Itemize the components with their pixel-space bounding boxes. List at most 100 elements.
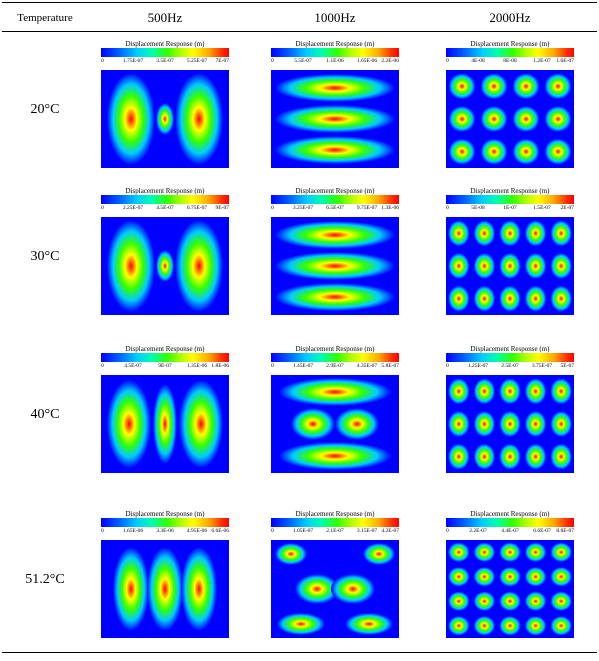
colorbar	[101, 353, 229, 362]
displacement-contour-plot	[101, 217, 229, 315]
displacement-lobe	[473, 591, 496, 612]
displacement-lobe	[550, 378, 572, 405]
displacement-lobe	[275, 74, 395, 102]
colorbar-tick-label: 9.75E-07	[356, 205, 378, 211]
displacement-lobe	[448, 566, 470, 587]
displacement-lobe	[550, 615, 572, 636]
table-bottom-rule	[2, 652, 597, 653]
displacement-lobe	[512, 73, 540, 100]
displacement-lobe	[107, 380, 151, 468]
displacement-contour-plot	[446, 217, 574, 315]
colorbar-tick-label: 6.5E-07	[326, 205, 344, 211]
displacement-contour-plot	[271, 540, 399, 638]
colorbar-tick-label: 1.8E-06	[211, 363, 229, 369]
colorbar-tick-label: 3.3E-06	[156, 528, 174, 534]
displacement-contour-plot	[446, 375, 574, 473]
displacement-lobe	[473, 443, 496, 470]
displacement-lobe	[499, 615, 521, 636]
colorbar-tick-label: 9E-07	[215, 205, 229, 211]
displacement-lobe	[499, 220, 521, 247]
colorbar-tick-label: 0	[101, 58, 104, 64]
displacement-lobe	[275, 105, 395, 133]
colorbar-tick-label: 4.2E-07	[381, 528, 399, 534]
displacement-contour-plot	[271, 375, 399, 473]
colorbar-tick-label: 4.95E-06	[186, 528, 208, 534]
displacement-lobe	[156, 103, 174, 135]
contour-cell: Displacement Response (m) 0 1.05E-07 2.1E-0…	[265, 510, 405, 642]
colorbar-tick-label: 3.15E-07	[356, 528, 378, 534]
displacement-contour-plot	[101, 70, 229, 168]
colorbar-title: Displacement Response (m)	[470, 40, 550, 48]
colorbar-ticks: 0 2.25E-07 4.5E-07 6.75E-07 9E-07	[101, 205, 229, 213]
colorbar-tick-label: 4.4E-07	[501, 528, 519, 534]
displacement-lobe	[499, 443, 521, 470]
colorbar-tick-label: 0	[101, 363, 104, 369]
colorbar-title: Displacement Response (m)	[295, 510, 375, 518]
displacement-lobe	[275, 252, 395, 280]
displacement-lobe	[448, 410, 470, 438]
contour-cell: Displacement Response (m) 0 1.25E-07 2.5E-0…	[440, 345, 580, 477]
colorbar	[446, 195, 574, 204]
colorbar	[101, 518, 229, 527]
contour-cell: Displacement Response (m) 0 1.45E-07 2.9E-0…	[265, 345, 405, 477]
colorbar-tick-label: 0	[271, 58, 274, 64]
displacement-lobe	[473, 542, 496, 563]
displacement-lobe	[480, 105, 508, 133]
colorbar-ticks: 0 1.75E-07 3.5E-07 5.25E-07 7E-07	[101, 58, 229, 66]
colorbar-tick-label: 4.35E-07	[356, 363, 378, 369]
displacement-lobe	[179, 380, 223, 468]
displacement-contour-plot	[271, 70, 399, 168]
displacement-lobe	[291, 408, 335, 440]
colorbar-ticks: 0 1.25E-07 2.5E-07 3.75E-07 5E-07	[446, 363, 574, 371]
displacement-lobe	[363, 543, 395, 565]
colorbar-tick-label: 9E-07	[158, 363, 172, 369]
colorbar	[101, 195, 229, 204]
colorbar-ticks: 0 4.5E-07 9E-07 1.35E-06 1.8E-06	[101, 363, 229, 371]
displacement-lobe	[448, 615, 470, 636]
displacement-lobe	[550, 285, 572, 312]
colorbar-title: Displacement Response (m)	[125, 40, 205, 48]
contour-cell: Displacement Response (m) 0 2.25E-07 4.5E-0…	[95, 187, 235, 319]
colorbar	[271, 353, 399, 362]
displacement-lobe	[275, 221, 395, 249]
colorbar-tick-label: 5.8E-07	[381, 363, 399, 369]
colorbar-tick-label: 6.6E-07	[533, 528, 551, 534]
colorbar-title: Displacement Response (m)	[125, 187, 205, 195]
displacement-lobe	[473, 220, 496, 247]
displacement-lobe	[499, 410, 521, 438]
displacement-lobe	[550, 252, 572, 280]
table-header-rule	[2, 31, 597, 32]
displacement-contour-plot	[446, 70, 574, 168]
displacement-lobe	[473, 252, 496, 280]
colorbar-tick-label: 7E-07	[215, 58, 229, 64]
displacement-lobe	[345, 613, 393, 635]
displacement-lobe	[107, 73, 155, 165]
displacement-lobe	[448, 220, 470, 247]
contour-cell: Displacement Response (m) 0 3.25E-07 6.5E-0…	[265, 187, 405, 319]
displacement-lobe	[448, 285, 470, 312]
displacement-lobe	[524, 566, 547, 587]
colorbar-tick-label: 1.3E-06	[381, 205, 399, 211]
colorbar-title: Displacement Response (m)	[470, 345, 550, 353]
displacement-lobe	[499, 378, 521, 405]
colorbar-tick-label: 2.9E-07	[326, 363, 344, 369]
colorbar-tick-label: 1.05E-07	[292, 528, 314, 534]
displacement-lobe	[473, 566, 496, 587]
displacement-lobe	[295, 574, 339, 604]
displacement-lobe	[473, 615, 496, 636]
displacement-contour-plot	[101, 375, 229, 473]
colorbar-tick-label: 1.6E-07	[556, 58, 574, 64]
colorbar	[271, 48, 399, 57]
colorbar-tick-label: 6.75E-07	[186, 205, 208, 211]
colorbar-ticks: 0 1.45E-07 2.9E-07 4.35E-07 5.8E-07	[271, 363, 399, 371]
displacement-lobe	[550, 443, 572, 470]
colorbar-tick-label: 2.2E-07	[469, 528, 487, 534]
displacement-lobe	[448, 105, 476, 133]
colorbar-tick-label: 0	[446, 58, 449, 64]
colorbar-tick-label: 4E-08	[471, 58, 485, 64]
displacement-lobe	[550, 591, 572, 612]
colorbar-tick-label: 3.5E-07	[156, 58, 174, 64]
displacement-lobe	[480, 73, 508, 100]
displacement-lobe	[279, 378, 391, 406]
colorbar-tick-label: 2.2E-06	[381, 58, 399, 64]
